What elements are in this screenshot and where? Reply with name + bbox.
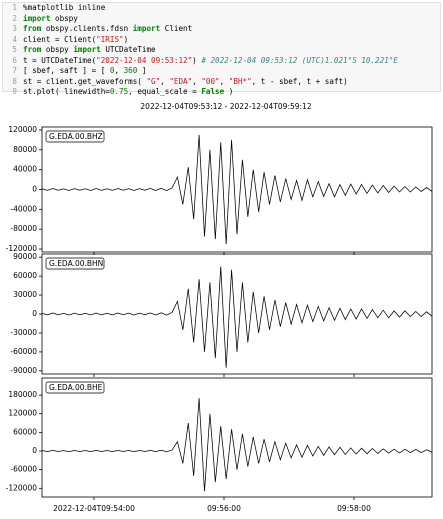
y-tick-label: -120000: [6, 483, 38, 492]
chart-title: 2022-12-04T09:53:12 - 2022-12-04T09:59:1…: [140, 102, 311, 111]
code-token: [ sbef, saft ] = [: [23, 66, 110, 75]
y-tick-label: 80000: [13, 145, 37, 154]
code-token: 0.75: [109, 87, 129, 96]
code-token: False: [201, 87, 225, 96]
code-token: 360: [123, 66, 138, 75]
y-tick-label: 60000: [13, 427, 37, 436]
y-tick-label: -40000: [10, 204, 37, 213]
code-token: obspy.clients.fdsn: [41, 24, 133, 33]
line-number: 1: [12, 3, 17, 12]
y-tick-label: 90000: [13, 252, 37, 261]
code-token: import: [132, 24, 161, 33]
code-token: obspy: [50, 13, 78, 23]
code-line: 3 from obspy.clients.fdsn import Client: [3, 24, 440, 35]
code-token: 0: [109, 66, 115, 75]
waveform: [41, 134, 433, 245]
y-tick-label: -90000: [10, 366, 37, 375]
code-token: Client: [160, 24, 193, 33]
trace-label: G.EDA.00.BHE: [49, 383, 103, 392]
code-token: ,: [160, 76, 170, 86]
y-tick-label: 0: [32, 446, 37, 455]
code-token: ,: [192, 76, 202, 86]
line-number: 9: [12, 87, 17, 96]
code-token: st = client.get_waveforms(: [23, 76, 147, 86]
code-token: "BH*": [228, 76, 252, 86]
y-tick-label: 30000: [13, 290, 37, 299]
code-token: ): [192, 55, 202, 65]
line-number: 5: [12, 45, 17, 54]
code-line: 5 from obspy import UTCDateTime: [3, 45, 440, 56]
code-token: %matplotlib inline: [23, 3, 106, 12]
code-token: UTCDateTime: [100, 45, 156, 54]
y-tick-label: -120000: [6, 244, 38, 253]
waveform: [41, 398, 433, 492]
trace-label-box: [45, 130, 105, 143]
code-token: ): [224, 87, 234, 96]
line-number: 7: [12, 66, 17, 75]
code-token: import: [23, 13, 51, 23]
y-tick-label: -60000: [10, 465, 37, 474]
line-number: 4: [12, 34, 17, 44]
y-tick-label: 0: [32, 185, 37, 194]
x-tick-label: 09:56:00: [207, 504, 241, 513]
y-tick-label: 120000: [8, 409, 37, 418]
code-token: from: [23, 45, 42, 54]
code-token: obspy: [41, 45, 74, 54]
x-tick-label: 2022-12-04T09:54:00: [53, 504, 135, 513]
code-token: , t - sbef, t + saft): [251, 76, 348, 86]
code-token: "IRIS": [96, 34, 124, 44]
trace-label-box: [45, 381, 105, 394]
code-line: 2 import obspy: [3, 14, 440, 25]
code-line: 4 client = Client("IRIS"): [3, 35, 440, 46]
code-token: st.plot( linewidth=: [23, 87, 110, 96]
axes-frame: [41, 377, 433, 498]
code-token: , equal_scale =: [128, 87, 202, 96]
y-tick-label: -30000: [10, 328, 37, 337]
y-tick-label: 120000: [8, 125, 37, 134]
code-token: client = Client(: [23, 34, 97, 44]
code-token: # 2022-12-04 09:53:12 (UTC)1.021°S 10.22…: [201, 55, 398, 65]
y-tick-label: 60000: [13, 271, 37, 280]
y-tick-label: -80000: [10, 224, 37, 233]
axes-frame: [41, 253, 433, 375]
y-tick-label: 0: [32, 309, 37, 318]
line-number: 6: [12, 55, 17, 65]
y-tick-label: -60000: [10, 347, 37, 356]
code-token: ,: [219, 76, 229, 86]
code-token: from: [23, 24, 42, 33]
line-number: 2: [12, 13, 17, 23]
line-number: 3: [12, 24, 17, 33]
code-token: "G": [146, 76, 161, 86]
code-token: ,: [114, 66, 124, 75]
y-tick-label: 180000: [8, 390, 37, 399]
x-tick-label: 09:58:00: [337, 504, 371, 513]
code-token: "2022-12-04 09:53:12": [96, 55, 193, 65]
code-cell[interactable]: 1 %matplotlib inline 2 import obspy 3 from ob…: [2, 2, 441, 96]
trace-label-box: [45, 257, 105, 270]
code-line: 8 st = client.get_waveforms( "G", "EDA" , …: [3, 77, 440, 88]
trace-label: G.EDA.00.BHN: [49, 259, 103, 268]
code-token: "EDA": [169, 76, 193, 86]
code-line: 7 [ sbef, saft ] = [ 0, 360 ]: [3, 66, 440, 77]
line-number: 8: [12, 76, 17, 86]
y-tick-label: 40000: [13, 165, 37, 174]
trace-label: G.EDA.00.BHZ: [49, 132, 103, 141]
code-token: "00": [201, 76, 220, 86]
figure: 2022-12-04T09:53:12 - 2022-12-04T09:59:1…: [6, 102, 433, 513]
code-token: ]: [137, 66, 147, 75]
code-line: 1 %matplotlib inline: [3, 3, 440, 14]
waveform: [41, 266, 433, 368]
code-token: t = UTCDateTime(: [23, 55, 97, 65]
code-line: 9 st.plot( linewidth=0.75, equal_scale = …: [3, 87, 440, 98]
code-token: import: [73, 45, 101, 54]
code-token: ): [123, 34, 129, 44]
